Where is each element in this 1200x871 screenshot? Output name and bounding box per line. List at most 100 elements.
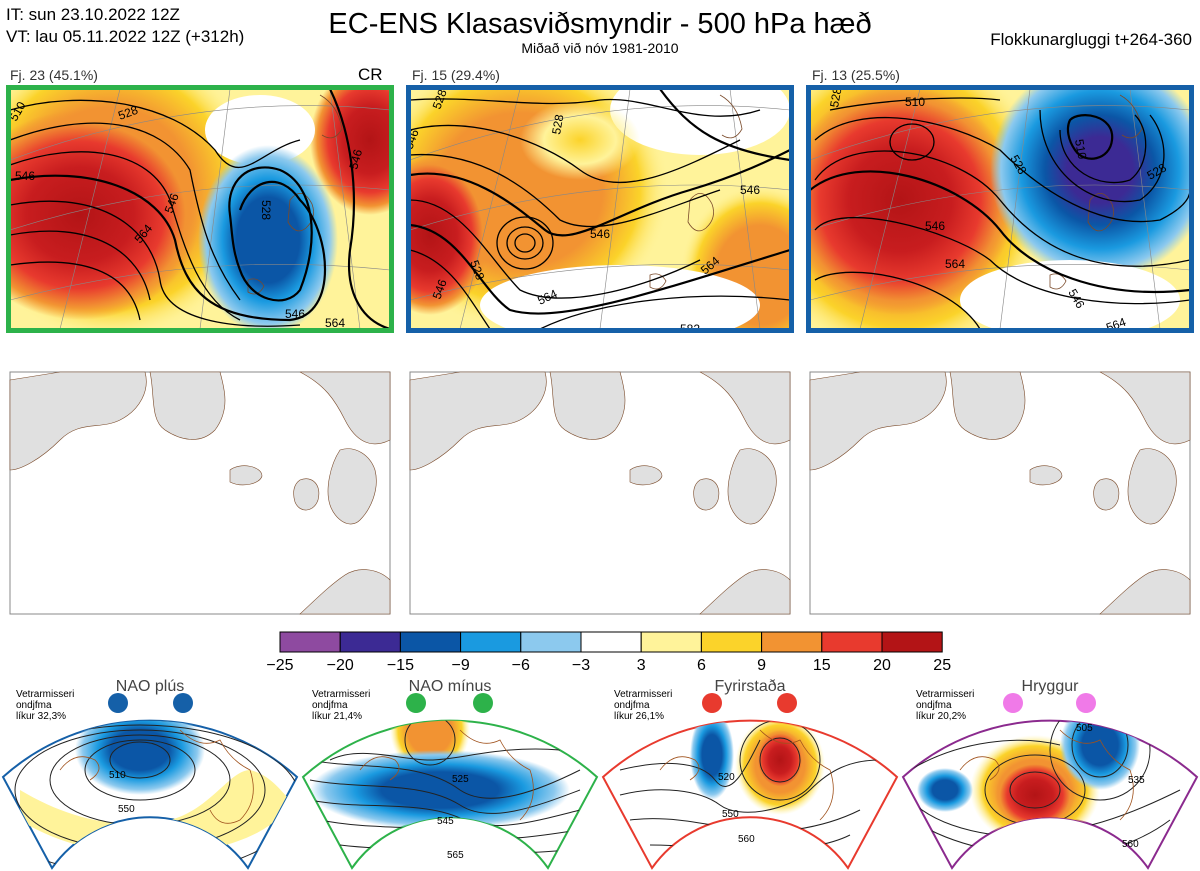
regime-2-contour-3: 565 xyxy=(447,850,464,861)
colorbar-cell xyxy=(761,631,823,653)
regime-3-note-1: Vetrarmisseri xyxy=(614,689,672,700)
colorbar-cell xyxy=(640,631,702,653)
regime-blocking: Fyrirstaða Vetrarmisseri ondjfma líkur 2… xyxy=(601,678,899,870)
regime-2-contour-2: 545 xyxy=(437,816,454,827)
regime-4-contour-1: 505 xyxy=(1076,723,1093,734)
regime-2-note-3: líkur 21,4% xyxy=(312,711,362,722)
colorbar-cell xyxy=(339,631,401,653)
svg-text:546: 546 xyxy=(346,147,365,170)
regime-1-note-2: ondjfma xyxy=(16,700,52,711)
regime-4-contour-2: 535 xyxy=(1128,775,1145,786)
colorbar-tick-label: 20 xyxy=(873,657,891,674)
colorbar-cell xyxy=(460,631,522,653)
svg-text:546: 546 xyxy=(402,127,422,151)
colorbar-cells xyxy=(279,631,943,653)
svg-text:546: 546 xyxy=(285,307,305,321)
regime-ridge: Hryggur Vetrarmisseri ondjfma líkur 20,2… xyxy=(901,678,1199,870)
colorbar-tick-label: 3 xyxy=(637,657,646,674)
header-times: IT: sun 23.10.2022 12Z VT: lau 05.11.202… xyxy=(6,4,244,48)
page-subtitle: Miðað við nóv 1981-2010 xyxy=(521,40,679,56)
regime-3-note-3: líkur 26,1% xyxy=(614,711,664,722)
cluster-3-border xyxy=(806,85,1194,333)
regime-4-note-3: líkur 20,2% xyxy=(916,711,966,722)
colorbar-tick-label: 15 xyxy=(813,657,831,674)
svg-text:546: 546 xyxy=(162,191,182,215)
regime-1-title: NAO plús xyxy=(116,678,184,695)
svg-text:546: 546 xyxy=(590,227,610,241)
colorbar-tick-label: 9 xyxy=(757,657,766,674)
regime-2-contour-1: 525 xyxy=(452,774,469,785)
colorbar-cell xyxy=(279,631,341,653)
svg-text:528: 528 xyxy=(827,86,844,108)
colorbar-tick-label: −15 xyxy=(387,657,414,674)
colorbar-tick-label: 6 xyxy=(697,657,706,674)
svg-text:528: 528 xyxy=(116,103,140,123)
regime-3-title: Fyrirstaða xyxy=(714,678,785,695)
regime-3-contour-3: 560 xyxy=(738,834,755,845)
regime-1-contour-2: 550 xyxy=(118,804,135,815)
colorbar-tick-label: −9 xyxy=(451,657,469,674)
colorbar-tick-label: −6 xyxy=(512,657,530,674)
regime-4-note-1: Vetrarmisseri xyxy=(916,689,974,700)
page-title: EC-ENS Klasasviðsmyndir - 500 hPa hæð xyxy=(328,8,872,40)
cluster-3-map: 510 528 510 528 528 546 546 564 564 xyxy=(810,86,1190,329)
colorbar: −25 −20 −15 −9 −6 −3 3 6 9 15 20 25 xyxy=(266,631,951,674)
valid-time: VT: lau 05.11.2022 12Z (+312h) xyxy=(6,27,245,46)
svg-text:546: 546 xyxy=(925,219,945,233)
colorbar-cell xyxy=(580,631,642,653)
regime-3-contour-1: 520 xyxy=(718,772,735,783)
cluster-1-map: 510 528 546 546 564 528 546 546 564 xyxy=(10,89,390,330)
regime-2-note-1: Vetrarmisseri xyxy=(312,689,370,700)
regime-4-title: Hryggur xyxy=(1022,678,1080,695)
svg-text:546: 546 xyxy=(15,169,35,183)
colorbar-tick-label: −25 xyxy=(266,657,293,674)
cluster-1-border xyxy=(6,85,394,333)
colorbar-cell xyxy=(700,631,763,653)
svg-text:564: 564 xyxy=(945,257,965,271)
cluster-2-border xyxy=(406,85,794,333)
colorbar-cell xyxy=(821,631,883,653)
regime-2-dot-left xyxy=(406,693,426,713)
regime-3-note-2: ondjfma xyxy=(614,700,650,711)
svg-text:510: 510 xyxy=(1072,138,1089,160)
svg-text:528: 528 xyxy=(430,87,450,111)
regime-plots: NAO plús Vetrarmisseri ondjfma líkur 32,… xyxy=(1,678,1199,870)
regime-1-note-1: Vetrarmisseri xyxy=(16,689,74,700)
regime-4-dot-right xyxy=(1076,693,1096,713)
regime-3-dot-right xyxy=(777,693,797,713)
regime-1-note-3: líkur 32,3% xyxy=(16,711,66,722)
svg-text:528: 528 xyxy=(467,258,487,282)
colorbar-cell xyxy=(881,631,943,653)
regime-nao-minus: NAO mínus Vetrarmisseri ondjfma líkur 21… xyxy=(301,678,599,870)
svg-text:564: 564 xyxy=(325,316,345,330)
regime-nao-plus: NAO plús Vetrarmisseri ondjfma líkur 32,… xyxy=(1,678,299,870)
spare-maps xyxy=(9,371,1191,615)
regime-4-contour-3: 560 xyxy=(1122,839,1139,850)
regime-1-dot-right xyxy=(173,693,193,713)
svg-text:528: 528 xyxy=(259,200,273,220)
colorbar-cell xyxy=(399,631,462,653)
svg-text:546: 546 xyxy=(430,277,450,301)
colorbar-cell xyxy=(520,631,582,653)
svg-text:510: 510 xyxy=(905,95,925,109)
cluster-2-label: Fj. 15 (29.4%) xyxy=(412,67,500,83)
colorbar-tick-label: −20 xyxy=(327,657,354,674)
regime-2-title: NAO mínus xyxy=(409,678,492,695)
regime-4-dot-left xyxy=(1003,693,1023,713)
cluster-window: Flokkunargluggi t+264-360 xyxy=(990,30,1192,49)
svg-text:528: 528 xyxy=(549,113,566,135)
cluster-3-label: Fj. 13 (25.5%) xyxy=(812,67,900,83)
regime-2-dot-right xyxy=(473,693,493,713)
regime-3-dot-left xyxy=(702,693,722,713)
svg-text:546: 546 xyxy=(740,183,760,197)
cluster-1-label: Fj. 23 (45.1%) xyxy=(10,67,98,83)
regime-1-dot-left xyxy=(108,693,128,713)
cluster-2-map: 528 546 528 528 546 546 564 546 564 582 xyxy=(402,87,790,336)
regime-4-note-2: ondjfma xyxy=(916,700,952,711)
regime-3-contour-2: 550 xyxy=(722,809,739,820)
regime-2-note-2: ondjfma xyxy=(312,700,348,711)
svg-text:582: 582 xyxy=(680,322,700,336)
colorbar-tick-label: 25 xyxy=(933,657,951,674)
colorbar-ticks: −25 −20 −15 −9 −6 −3 3 6 9 15 20 25 xyxy=(266,657,951,674)
